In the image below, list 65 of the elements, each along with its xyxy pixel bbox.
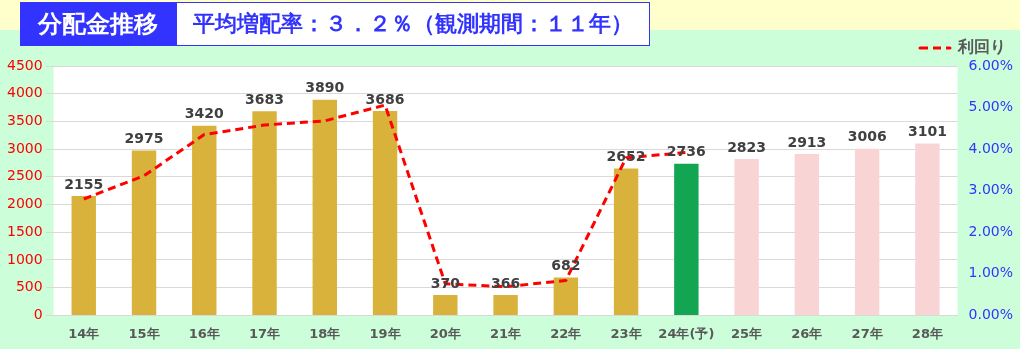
y-tick-label: 3000 <box>6 139 43 156</box>
y-tick-label: 1500 <box>6 222 43 239</box>
y-tick-label: 3500 <box>6 112 43 129</box>
y-tick-label: 500 <box>15 278 43 295</box>
bar <box>734 158 759 315</box>
data-label: 3101 <box>907 123 947 140</box>
x-tick-label: 24年(予) <box>658 325 715 341</box>
x-tick-label: 22年 <box>550 325 582 341</box>
data-label: 366 <box>490 274 521 291</box>
bar <box>372 111 398 315</box>
x-tick-label: 18年 <box>309 325 341 341</box>
y-tick-label: 2000 <box>6 195 43 212</box>
bar <box>493 295 518 315</box>
bar <box>794 153 820 315</box>
x-tick-label: 15年 <box>128 325 160 341</box>
y2-tick-label: 5.00% <box>968 98 1014 115</box>
data-label: 3686 <box>365 90 405 107</box>
bar <box>252 111 277 315</box>
bar <box>613 168 639 315</box>
bar <box>433 294 458 315</box>
x-tick-label: 20年 <box>429 325 461 341</box>
y2-tick-label: 3.00% <box>968 181 1014 198</box>
x-tick-label: 28年 <box>911 325 943 341</box>
x-tick-label: 25年 <box>731 325 763 341</box>
x-tick-label: 21年 <box>490 325 522 341</box>
chart-title: 分配金推移 <box>20 2 176 46</box>
bar <box>674 163 699 315</box>
y-tick-label: 0 <box>33 306 43 323</box>
legend-label: 利回り <box>957 37 1006 57</box>
bar <box>312 99 337 315</box>
bar <box>192 125 217 315</box>
y2-tick-label: 0.00% <box>968 306 1014 323</box>
data-label: 3683 <box>245 90 285 107</box>
x-tick-label: 16年 <box>188 325 220 341</box>
x-tick-label: 19年 <box>369 325 401 341</box>
data-label: 3890 <box>305 79 345 96</box>
y2-tick-label: 4.00% <box>968 139 1014 156</box>
data-label: 2652 <box>606 148 646 165</box>
data-label: 3420 <box>184 105 225 122</box>
y-tick-label: 1000 <box>6 250 43 267</box>
bar <box>854 148 880 315</box>
data-label: 2975 <box>124 130 164 147</box>
data-label: 370 <box>430 274 461 291</box>
y-tick-label: 4500 <box>6 56 43 73</box>
y2-tick-label: 2.00% <box>968 222 1014 239</box>
y-tick-label: 4000 <box>6 84 43 101</box>
bar <box>553 277 579 315</box>
bar <box>131 150 157 315</box>
data-label: 2913 <box>787 133 827 150</box>
bar <box>71 195 96 315</box>
x-tick-label: 14年 <box>68 325 100 341</box>
x-tick-label: 17年 <box>248 325 281 341</box>
data-label: 2736 <box>666 143 706 160</box>
bar <box>915 143 940 315</box>
y2-tick-label: 6.00% <box>968 56 1014 73</box>
y-tick-label: 2500 <box>6 167 43 184</box>
data-label: 2823 <box>727 138 767 155</box>
x-tick-label: 26年 <box>791 325 823 341</box>
y2-tick-label: 1.00% <box>968 264 1014 281</box>
data-label: 2155 <box>64 175 104 192</box>
chart-subtitle: 平均増配率：３．２％（観測期間：１１年） <box>176 2 650 46</box>
data-label: 682 <box>551 257 581 274</box>
x-tick-label: 23年 <box>610 325 642 341</box>
data-label: 3006 <box>847 128 887 145</box>
x-tick-label: 27年 <box>851 325 883 341</box>
